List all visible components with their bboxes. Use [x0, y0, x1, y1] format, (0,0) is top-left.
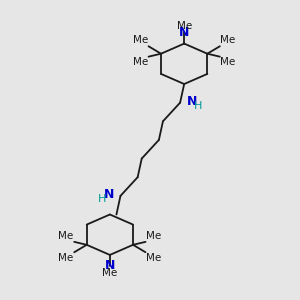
Text: Me: Me: [58, 231, 74, 241]
Text: H: H: [98, 194, 106, 204]
Text: H: H: [194, 101, 203, 111]
Text: Me: Me: [177, 20, 192, 31]
Text: N: N: [187, 95, 197, 108]
Text: Me: Me: [58, 253, 74, 263]
Text: Me: Me: [133, 35, 148, 45]
Text: Me: Me: [146, 231, 161, 241]
Text: Me: Me: [220, 57, 236, 67]
Text: N: N: [105, 259, 115, 272]
Text: N: N: [179, 26, 189, 39]
Text: N: N: [103, 188, 114, 201]
Text: Me: Me: [102, 268, 118, 278]
Text: Me: Me: [220, 35, 236, 45]
Text: Me: Me: [133, 57, 148, 67]
Text: Me: Me: [146, 253, 161, 263]
